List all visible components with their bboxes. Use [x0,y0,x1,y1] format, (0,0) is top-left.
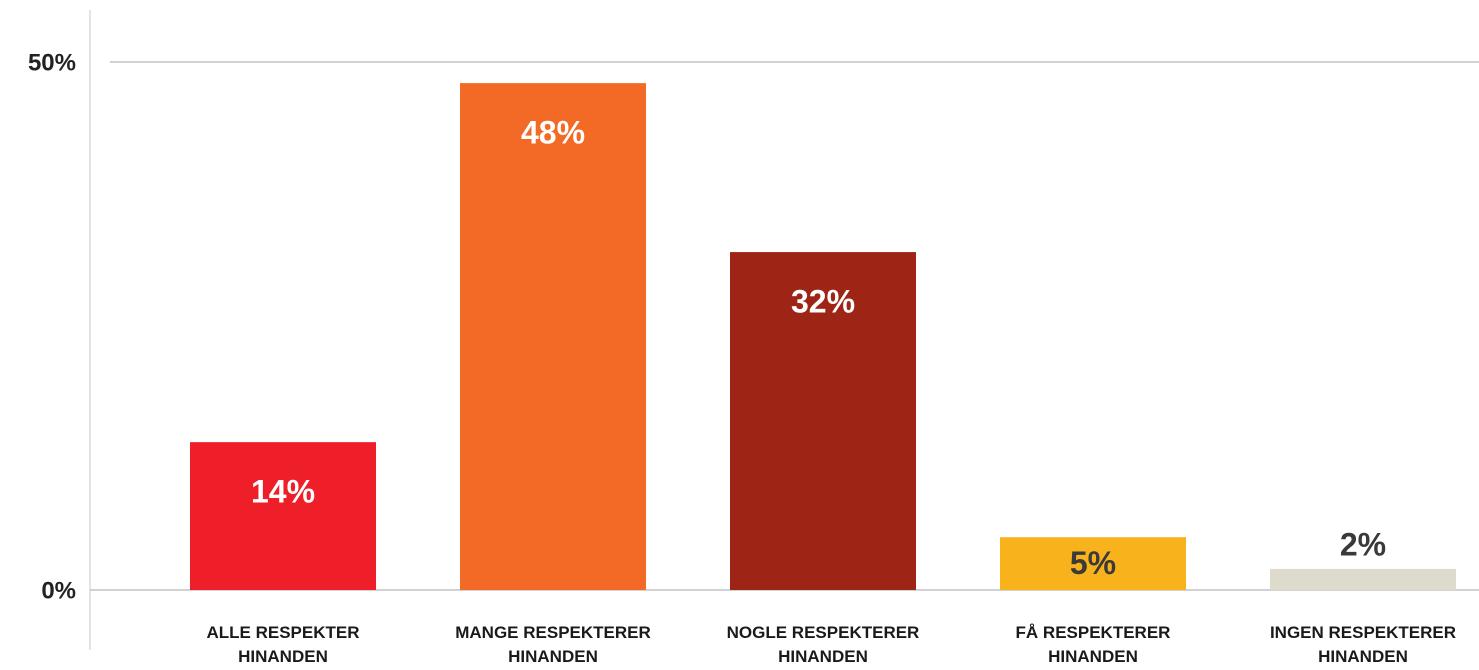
bar [460,83,646,591]
bar [190,442,376,590]
bar [1270,568,1456,590]
x-tick-label: INGEN RESPEKTERER HINANDEN [1270,623,1456,666]
y-tick-label: 0% [41,577,76,604]
value-label: 5% [1070,545,1116,581]
bar [1000,537,1186,590]
value-label: 2% [1340,526,1386,562]
x-tick-label: ALLE RESPEKTER HINANDEN [206,623,359,666]
x-tick-label: FÅ RESPEKTERER HINANDEN [1016,623,1171,666]
x-tick-label: MANGE RESPEKTERER HINANDEN [455,623,651,666]
value-label: 48% [521,115,585,151]
x-tick-label: NOGLE RESPEKTERER HINANDEN [727,623,920,666]
y-tick-label: 50% [28,49,76,76]
bar [730,252,916,590]
value-label: 14% [251,474,315,510]
value-label: 32% [791,284,855,320]
